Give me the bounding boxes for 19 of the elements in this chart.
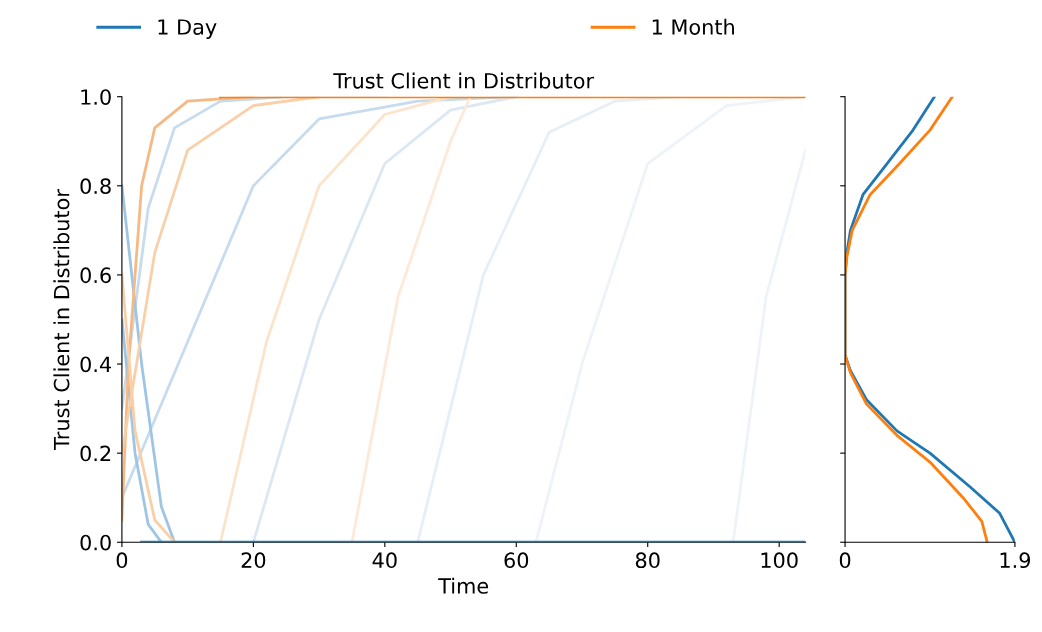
y-tick-label: 0.6 bbox=[80, 267, 111, 284]
x-tick-label: 100 bbox=[761, 552, 798, 569]
x-axis-title: Time bbox=[438, 577, 489, 594]
x-tick-label: 60 bbox=[504, 552, 529, 569]
x-tick-label: 0 bbox=[839, 552, 851, 569]
y-tick-label: 0.8 bbox=[80, 178, 111, 195]
legend-label: 1 Day bbox=[158, 19, 217, 39]
chart-title: Trust Client in Distributor bbox=[333, 72, 595, 89]
x-tick-label: 1.9 bbox=[1000, 552, 1031, 569]
x-tick-label: 20 bbox=[241, 552, 266, 569]
x-tick-label: 80 bbox=[635, 552, 660, 569]
y-tick-label: 1.0 bbox=[81, 89, 111, 105]
y-axis-title: Trust Client in Distributor bbox=[53, 189, 70, 450]
y-tick-label: 0.2 bbox=[80, 445, 111, 462]
legend-label: 1 Month bbox=[652, 18, 734, 35]
x-tick-label: 0 bbox=[116, 552, 128, 569]
y-tick-label: 0.0 bbox=[80, 534, 111, 551]
x-tick-label: 40 bbox=[372, 552, 397, 569]
y-tick-label: 0.4 bbox=[80, 356, 112, 373]
